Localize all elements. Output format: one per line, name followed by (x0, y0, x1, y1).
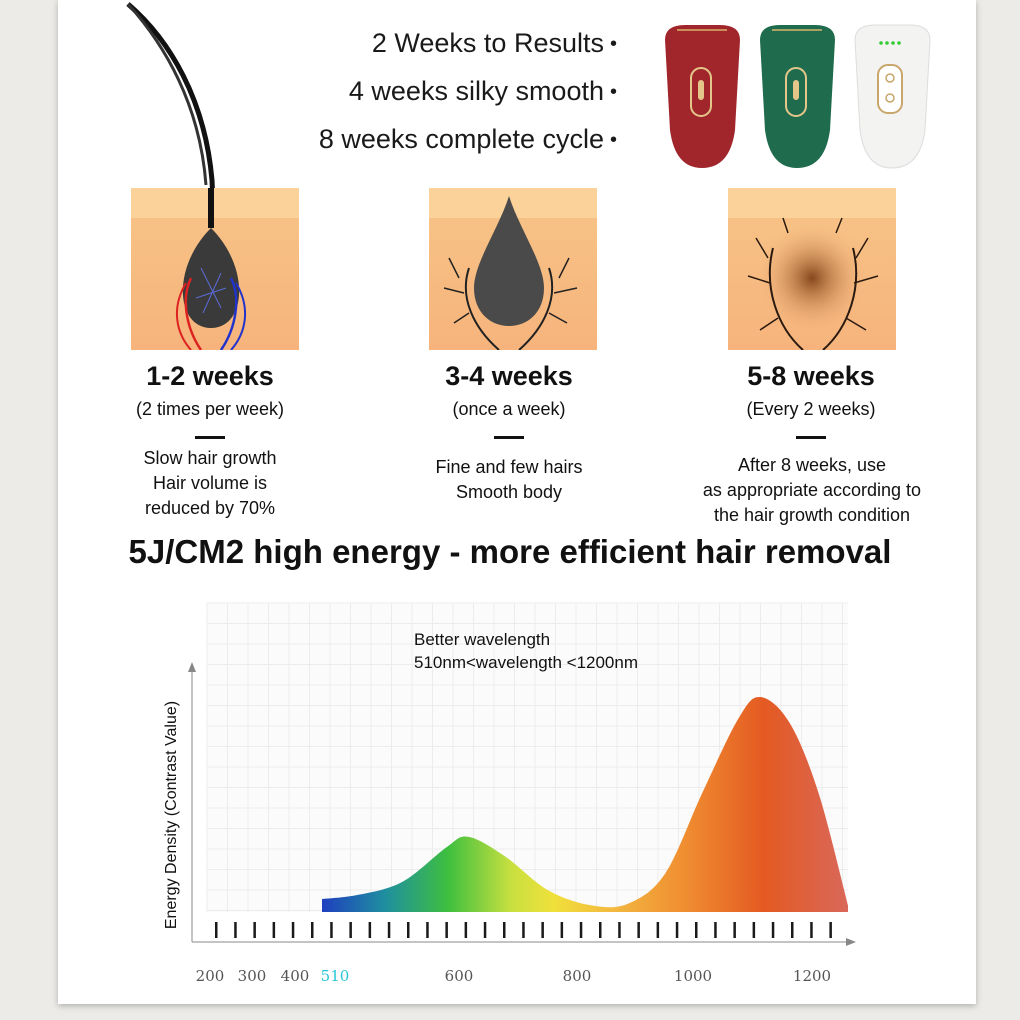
follicle-stage-2-image (429, 188, 597, 350)
bullet-text: 8 weeks complete cycle (318, 124, 604, 154)
bullet-line-2: 4 weeks silky smooth • (349, 76, 617, 107)
x-tick-mark (637, 922, 640, 938)
x-tick-mark (541, 922, 544, 938)
devices-illustration (665, 24, 931, 169)
x-tick-mark (771, 922, 775, 938)
x-tick-mark (445, 922, 448, 938)
x-tick-mark (733, 922, 736, 938)
x-tick-mark (560, 922, 564, 938)
follicle-stage-3-image (728, 188, 896, 350)
desc-line: Fine and few hairs (435, 457, 583, 477)
x-tick-label: 510 (321, 967, 350, 985)
x-tick-mark (579, 922, 583, 938)
bullet-line-3: 8 weeks complete cycle • (319, 124, 617, 155)
desc-line: Slow hair growth (143, 448, 277, 468)
y-axis-arrow (188, 662, 196, 672)
x-tick-mark (426, 922, 429, 938)
x-tick-mark (599, 922, 602, 938)
follicle-stage-1-image (131, 188, 299, 350)
x-tick-mark (330, 922, 333, 938)
x-tick-mark (311, 922, 314, 938)
stage-3-description: After 8 weeks, use as appropriate accord… (667, 453, 957, 528)
stage-3-frequency: (Every 2 weeks) (746, 399, 876, 419)
chart-annotation-line-2: 510nm<wavelength <1200nm (414, 653, 638, 672)
x-axis-arrow (846, 938, 856, 946)
bullet-line-1: 2 Weeks to Results • (372, 28, 617, 59)
stage-1-divider (195, 436, 225, 439)
desc-line: as appropriate according to (702, 480, 922, 500)
stage-3-divider (796, 436, 826, 439)
x-tick-mark (714, 922, 717, 938)
stage-3-title: 5-8 weeks (747, 361, 875, 391)
chart-y-label: Energy Density (Contrast Value) (163, 700, 180, 930)
x-tick-mark (829, 922, 832, 938)
desc-line: the hair growth condition (713, 505, 911, 525)
x-tick-mark (368, 922, 372, 938)
x-tick-mark (407, 922, 410, 938)
x-tick-mark (291, 922, 295, 938)
bullet-text: 4 weeks silky smooth (348, 76, 604, 106)
stage-2-frequency: (once a week) (452, 399, 566, 419)
energy-curve (322, 696, 848, 912)
bullet-dot: • (609, 129, 617, 152)
stage-2-divider (494, 436, 524, 439)
headline: 5J/CM2 high energy - more efficient hair… (128, 533, 892, 570)
x-tick-mark (675, 922, 679, 938)
x-tick-mark (810, 922, 813, 938)
stage-1-frequency: (2 times per week) (135, 399, 285, 419)
x-tick-mark (656, 922, 660, 938)
x-tick-mark (791, 922, 794, 938)
desc-line: After 8 weeks, use (737, 455, 887, 475)
x-tick-label: 200 (196, 967, 225, 985)
x-tick-mark (483, 922, 487, 938)
bullet-dot: • (609, 81, 617, 104)
chart-annotation-line-1: Better wavelength (414, 630, 551, 649)
x-tick-label: 1200 (793, 967, 831, 985)
x-tick-mark (234, 922, 237, 938)
x-tick-label: 600 (445, 967, 474, 985)
x-tick-mark (349, 922, 352, 938)
desc-line: reduced by 70% (144, 498, 276, 518)
x-tick-mark (752, 922, 756, 938)
white-device (854, 24, 931, 169)
desc-line: Smooth body (455, 482, 563, 502)
bullet-dot: • (609, 33, 617, 56)
x-tick-label: 300 (238, 967, 267, 985)
x-tick-mark (253, 922, 256, 938)
x-tick-mark (618, 922, 621, 938)
x-tick-mark (464, 922, 468, 938)
x-tick-mark (387, 922, 391, 938)
red-device (665, 25, 740, 168)
x-tick-label: 400 (281, 967, 310, 985)
x-tick-mark (215, 922, 218, 938)
stage-1-description: Slow hair growth Hair volume is reduced … (70, 446, 350, 521)
x-tick-mark (272, 922, 276, 938)
x-tick-mark (522, 922, 525, 938)
x-tick-mark (503, 922, 506, 938)
stage-2-title: 3-4 weeks (445, 361, 573, 391)
green-device (760, 25, 835, 168)
x-tick-label: 800 (563, 967, 592, 985)
x-tick-labels: 200 300 400 510 600 800 1000 1200 (196, 967, 831, 985)
desc-line: Hair volume is (152, 473, 268, 493)
stage-2-description: Fine and few hairs Smooth body (369, 455, 649, 505)
x-tick-marks (215, 922, 832, 938)
bullet-text: 2 Weeks to Results (371, 28, 604, 58)
stage-1-title: 1-2 weeks (146, 361, 274, 391)
x-tick-mark (695, 922, 698, 938)
x-tick-label: 1000 (674, 967, 712, 985)
